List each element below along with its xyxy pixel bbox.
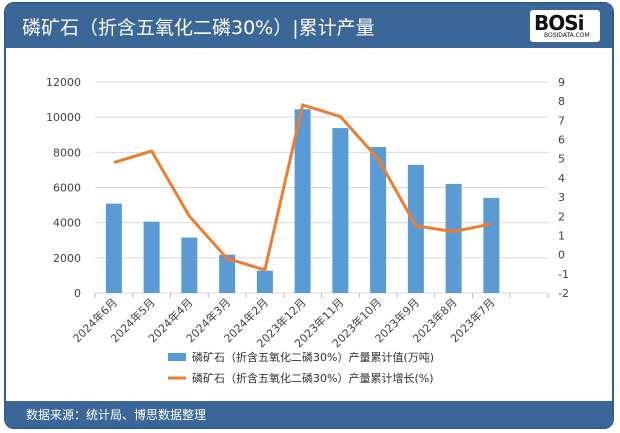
- y-right-tick: 5: [558, 153, 565, 166]
- footer-bar: 数据来源：统计局、博思数据整理: [6, 401, 612, 427]
- bar: [105, 203, 122, 293]
- y-right-tick: 3: [558, 191, 565, 204]
- y-right-tick: 8: [558, 95, 565, 108]
- bar: [256, 270, 273, 293]
- bar: [445, 183, 462, 293]
- chart-title: 磷矿石（折含五氧化二磷30%）|累计产量: [22, 17, 375, 39]
- bar: [483, 197, 500, 293]
- y-right-tick: 6: [558, 134, 565, 147]
- bar: [181, 237, 198, 293]
- bosi-logo: BOSi BOSIDATA.COM: [530, 10, 600, 42]
- bar: [332, 128, 349, 293]
- bar: [370, 147, 387, 293]
- y-left-tick: 8000: [53, 146, 81, 159]
- y-left-tick: 12000: [46, 76, 81, 89]
- y-left-tick: 10000: [46, 111, 81, 124]
- y-right-tick: 7: [558, 114, 565, 127]
- legend-bar-swatch: [168, 353, 186, 361]
- y-left-tick: 2000: [53, 252, 81, 265]
- y-right-tick: 2: [558, 210, 565, 223]
- y-right-tick: 0: [558, 249, 565, 262]
- data-source: 数据来源：统计局、博思数据整理: [26, 408, 207, 422]
- frame: 磷矿石（折含五氧化二磷30%）|累计产量 BOSi BOSIDATA.COM 数据…: [4, 2, 614, 429]
- y-left-tick: 4000: [53, 217, 81, 230]
- y-right-tick: 9: [558, 76, 565, 89]
- bar: [219, 254, 236, 293]
- bar: [407, 164, 424, 293]
- bar: [143, 221, 160, 293]
- y-right-tick: -1: [558, 268, 569, 281]
- y-left-tick: 6000: [53, 182, 81, 195]
- y-right-tick: -2: [558, 287, 569, 300]
- legend-bar-label: 磷矿石（折含五氧化二磷30%）产量累计值(万吨): [192, 350, 434, 364]
- legend-line-label: 磷矿石（折含五氧化二磷30%）产量累计增长(%): [192, 371, 433, 385]
- bar: [294, 109, 311, 293]
- y-left-tick: 0: [74, 287, 81, 300]
- header-bar: 磷矿石（折含五氧化二磷30%）|累计产量 BOSi BOSIDATA.COM: [6, 4, 612, 48]
- y-right-tick: 4: [558, 172, 565, 185]
- y-right-tick: 1: [558, 229, 565, 242]
